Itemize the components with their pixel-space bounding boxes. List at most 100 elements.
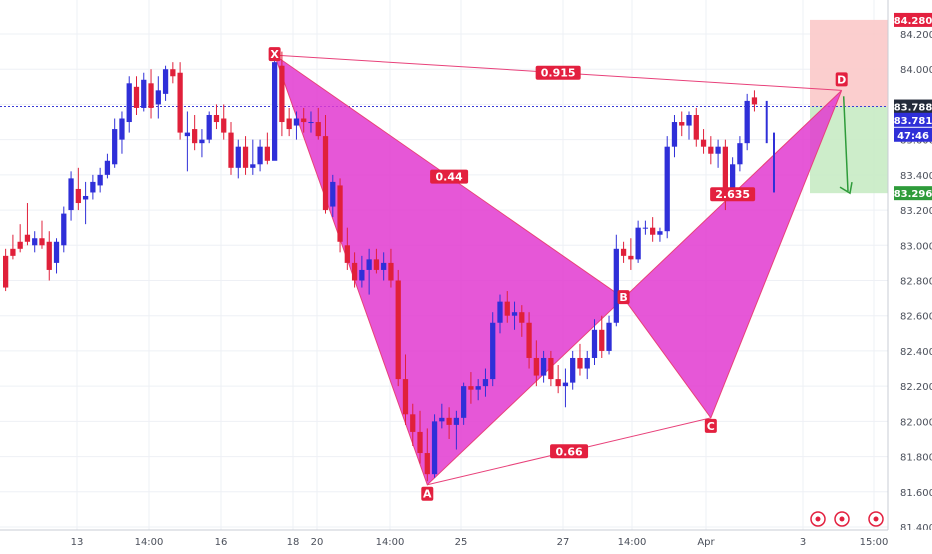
candle-body bbox=[330, 181, 336, 207]
price-axis-background bbox=[888, 0, 932, 550]
candle-body bbox=[490, 322, 496, 380]
time-tick-label: 14:00 bbox=[618, 537, 647, 548]
candle-body bbox=[577, 357, 583, 369]
price-tick-label: 82.200 bbox=[900, 382, 932, 393]
record-icon[interactable] bbox=[834, 511, 850, 527]
point-x-label: X bbox=[268, 47, 281, 62]
candle-body bbox=[271, 62, 278, 161]
candle-body bbox=[337, 185, 343, 242]
candle-body bbox=[548, 357, 554, 380]
candle-body bbox=[75, 188, 81, 204]
target-price-tag: 83.296 bbox=[894, 186, 932, 201]
candle-body bbox=[155, 90, 161, 105]
candle-body bbox=[410, 414, 416, 432]
candle-body bbox=[671, 122, 678, 147]
candle-body bbox=[628, 255, 634, 260]
candle-body bbox=[250, 164, 256, 168]
ratio-xb-box bbox=[430, 169, 469, 184]
time-tick-label: 27 bbox=[557, 537, 570, 548]
price-tick-label: 83.400 bbox=[900, 171, 932, 182]
candle-body bbox=[293, 118, 300, 126]
target-arrow-line bbox=[842, 96, 849, 192]
candle-body bbox=[10, 248, 16, 256]
candle-body bbox=[468, 386, 474, 390]
candle-body bbox=[526, 322, 532, 358]
candle-body bbox=[700, 139, 707, 147]
price-tick-label: 84.000 bbox=[900, 65, 932, 76]
countdown-tag-text: 47:46 bbox=[897, 131, 929, 142]
entry-price-tag: 83.788 bbox=[894, 99, 932, 114]
candle-body bbox=[264, 146, 270, 161]
candle-body bbox=[177, 72, 183, 133]
countdown-tag: 47:46 bbox=[894, 127, 932, 142]
settings-icon[interactable] bbox=[868, 511, 884, 527]
countdown-tag-box bbox=[894, 127, 932, 142]
ratio-bd-box bbox=[710, 187, 756, 202]
candle-body bbox=[32, 238, 38, 246]
ratio-xb: 0.44 bbox=[430, 169, 469, 184]
candle-body bbox=[620, 248, 627, 256]
current-price-tag-box bbox=[894, 112, 932, 127]
ratio-xd-text: 0.915 bbox=[541, 67, 576, 80]
candle-body bbox=[221, 118, 227, 133]
point-d-label: D bbox=[835, 72, 848, 87]
ratio-bd-text: 2.635 bbox=[715, 188, 750, 201]
candle-body bbox=[751, 97, 758, 105]
price-tick-label: 84.200 bbox=[900, 30, 932, 41]
candle-body bbox=[402, 379, 409, 415]
candle-body bbox=[61, 213, 67, 246]
target-arrow-head bbox=[839, 182, 853, 195]
ratio-bd: 2.635 bbox=[710, 187, 756, 202]
candle-body bbox=[170, 69, 176, 77]
candle-body bbox=[730, 164, 736, 189]
candle-body bbox=[257, 146, 263, 165]
candle-body bbox=[511, 312, 518, 316]
candle-body bbox=[39, 238, 45, 246]
candle-body bbox=[446, 417, 452, 425]
candle-body bbox=[53, 241, 60, 263]
candle-body bbox=[148, 83, 154, 108]
time-tick-label: 16 bbox=[215, 537, 228, 548]
candle-body bbox=[301, 118, 307, 123]
playback-icons bbox=[810, 511, 884, 527]
candle-body bbox=[17, 241, 23, 249]
stop-loss-zone bbox=[810, 19, 888, 107]
candle-body bbox=[424, 453, 430, 475]
candle-body bbox=[606, 322, 612, 351]
candle-body bbox=[584, 357, 590, 369]
candle-body bbox=[213, 114, 220, 123]
point-d-label-box bbox=[835, 72, 848, 87]
candle-body bbox=[90, 181, 96, 193]
candle-body bbox=[519, 312, 525, 323]
price-tick-label: 83.000 bbox=[900, 241, 932, 252]
point-b-label: B bbox=[617, 290, 630, 305]
candle-body bbox=[68, 178, 74, 211]
candle-body bbox=[540, 357, 547, 376]
candle-body bbox=[737, 143, 743, 165]
price-tick-label: 83.200 bbox=[900, 206, 932, 217]
point-a-label: A bbox=[421, 486, 434, 501]
candle-body bbox=[715, 146, 721, 154]
candle-body bbox=[562, 382, 569, 387]
point-x-label-box bbox=[268, 47, 281, 62]
price-tick-label: 82.600 bbox=[900, 312, 932, 323]
time-tick-label: 18 bbox=[287, 537, 300, 548]
ratio-xd-box bbox=[535, 65, 581, 80]
candle-body bbox=[722, 146, 728, 189]
point-a-label-text: A bbox=[423, 488, 432, 501]
candle-body bbox=[104, 160, 111, 175]
event-icon[interactable] bbox=[810, 511, 826, 527]
target-price-tag-box bbox=[894, 186, 932, 201]
candle-body bbox=[192, 129, 198, 144]
candle-body bbox=[453, 417, 460, 425]
candle-body bbox=[3, 255, 9, 288]
time-tick-label: 14:00 bbox=[376, 537, 405, 548]
point-c-label: C bbox=[704, 418, 717, 433]
entry-price-tag-box bbox=[894, 99, 932, 114]
candle-body bbox=[381, 262, 387, 270]
ratio-xd: 0.915 bbox=[535, 65, 581, 80]
candle-body bbox=[162, 69, 169, 94]
time-axis: 13 14:00 16 18 20 14:00 25 27 14:00 Apr 3 15:00 bbox=[0, 529, 932, 550]
